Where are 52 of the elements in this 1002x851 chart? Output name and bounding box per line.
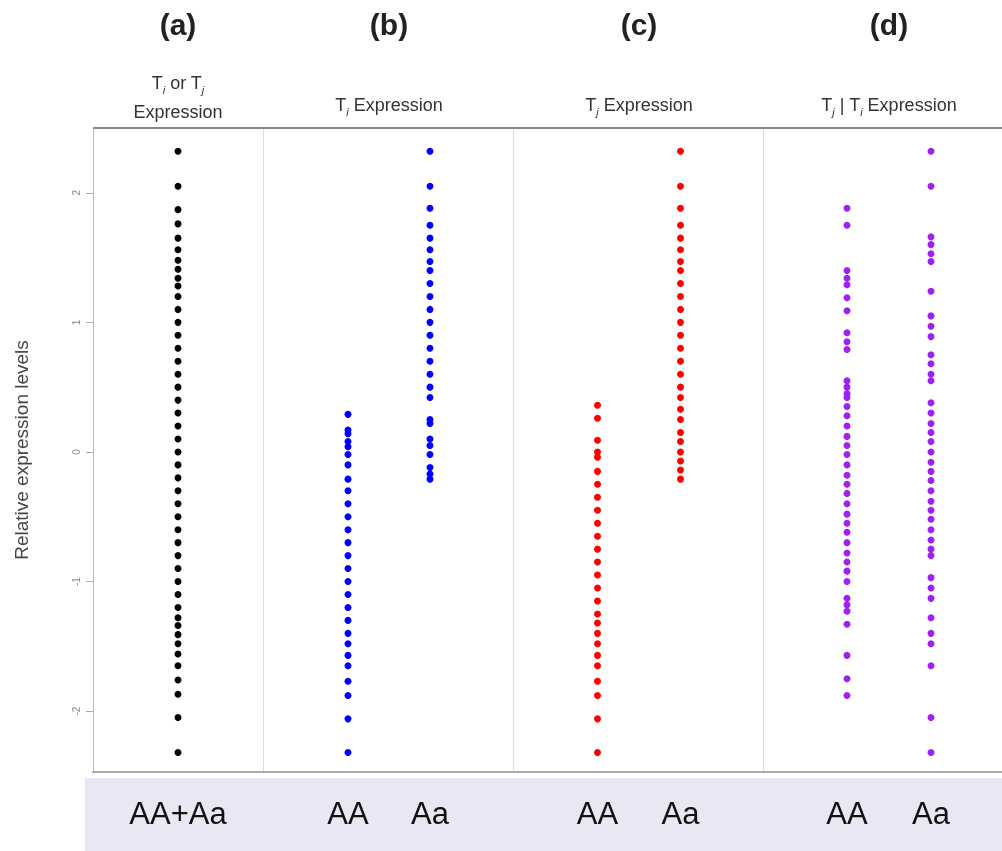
point bbox=[174, 640, 182, 648]
chart-subtitle: T$_{i}$ Expression bbox=[334, 94, 444, 120]
point bbox=[174, 614, 182, 622]
point bbox=[174, 292, 182, 300]
point bbox=[174, 147, 182, 155]
chart-title: (a) bbox=[158, 8, 198, 42]
point bbox=[174, 590, 182, 598]
point bbox=[174, 578, 182, 586]
point bbox=[174, 206, 182, 214]
y-tick-label: -2 bbox=[70, 706, 82, 716]
point bbox=[174, 331, 182, 339]
point bbox=[174, 274, 182, 282]
chart-title: (d) bbox=[868, 8, 910, 42]
point bbox=[174, 662, 182, 670]
point bbox=[174, 370, 182, 378]
point bbox=[174, 318, 182, 326]
point bbox=[174, 265, 182, 273]
x-tick-label: Aa bbox=[411, 796, 450, 831]
point bbox=[174, 565, 182, 573]
x-tick-label: AA+Aa bbox=[129, 796, 228, 831]
point bbox=[174, 487, 182, 495]
point bbox=[174, 622, 182, 630]
chart-subtitle: T$_{i}$ or T$_{j}$ Expression bbox=[132, 72, 224, 123]
chart-title: (b) bbox=[368, 8, 410, 42]
x-tick-label: AA bbox=[576, 796, 619, 831]
point bbox=[174, 749, 182, 757]
point bbox=[174, 305, 182, 313]
point bbox=[174, 690, 182, 698]
chart-title: (c) bbox=[619, 8, 659, 42]
point bbox=[174, 603, 182, 611]
y-tick-label: -1 bbox=[70, 576, 82, 586]
x-tick-label: Aa bbox=[912, 796, 951, 831]
chart-subtitle: T$_{j}$ Expression bbox=[584, 94, 694, 120]
point bbox=[174, 714, 182, 722]
point bbox=[174, 631, 182, 639]
point bbox=[174, 182, 182, 190]
point bbox=[174, 344, 182, 352]
point bbox=[174, 539, 182, 547]
x-tick-label: Aa bbox=[661, 796, 701, 831]
point bbox=[174, 513, 182, 521]
x-tick-label: AA bbox=[826, 796, 868, 831]
point bbox=[174, 500, 182, 508]
y-tick-label: 0 bbox=[70, 448, 82, 455]
y-tick-label: 1 bbox=[70, 319, 82, 326]
point bbox=[174, 526, 182, 534]
point bbox=[174, 246, 182, 254]
y-tick-label: 2 bbox=[70, 189, 82, 196]
point bbox=[174, 552, 182, 560]
point bbox=[174, 357, 182, 365]
chart-subtitle: T$_{j}$ | T$_{i}$ Expression bbox=[820, 94, 958, 120]
x-tick-label: AA bbox=[327, 796, 369, 831]
y-axis-title: Relative expression levels bbox=[11, 340, 32, 560]
